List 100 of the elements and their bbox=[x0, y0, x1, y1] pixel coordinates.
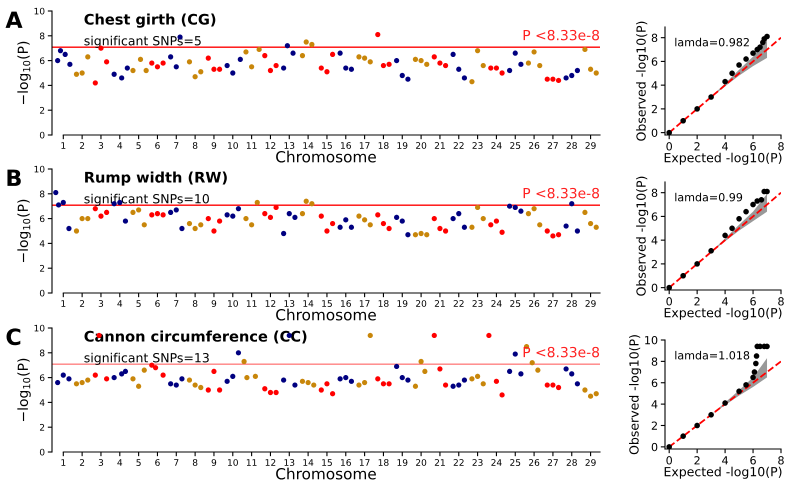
point bbox=[750, 50, 756, 56]
x-tick-label: 2 bbox=[694, 297, 700, 306]
x-tick-label: 6 bbox=[155, 142, 160, 149]
point bbox=[588, 66, 594, 72]
point bbox=[666, 130, 672, 135]
point bbox=[168, 210, 174, 215]
point bbox=[122, 218, 128, 224]
y-tick-label: 4 bbox=[40, 399, 45, 406]
point bbox=[708, 248, 714, 254]
y-axis-title: Observed -log10(P) bbox=[636, 176, 648, 296]
point bbox=[290, 50, 296, 56]
point bbox=[594, 70, 599, 76]
x-tick-label: 24 bbox=[491, 459, 502, 466]
point bbox=[60, 200, 66, 206]
point bbox=[142, 222, 147, 228]
point bbox=[168, 381, 174, 386]
x-tick-label: 18 bbox=[378, 300, 389, 307]
x-tick-label: 20 bbox=[416, 459, 426, 466]
x-tick-label: 11 bbox=[246, 142, 257, 149]
point bbox=[736, 216, 742, 222]
point bbox=[343, 217, 348, 222]
point bbox=[394, 214, 400, 220]
x-tick-label: 8 bbox=[778, 297, 784, 306]
point bbox=[338, 376, 343, 382]
point bbox=[574, 228, 580, 234]
point bbox=[442, 228, 448, 234]
point bbox=[424, 232, 430, 238]
point bbox=[198, 69, 204, 74]
point bbox=[356, 214, 362, 219]
x-tick-label: 27 bbox=[548, 300, 558, 307]
point bbox=[375, 376, 380, 382]
point bbox=[224, 378, 230, 384]
x-tick-label: 1 bbox=[61, 300, 66, 307]
point bbox=[494, 218, 500, 224]
x-axis-title: Expected -log10(P) bbox=[664, 152, 782, 165]
x-tick-label: 23 bbox=[472, 459, 483, 466]
point bbox=[488, 222, 494, 228]
point bbox=[405, 377, 411, 383]
y-tick-label: 2 bbox=[652, 104, 657, 114]
point bbox=[348, 224, 354, 230]
point bbox=[362, 380, 368, 386]
point bbox=[531, 206, 537, 212]
x-tick-label: 28 bbox=[566, 459, 577, 466]
point bbox=[292, 214, 298, 220]
point bbox=[544, 76, 550, 82]
x-tick-label: 13 bbox=[284, 142, 294, 149]
point bbox=[309, 201, 314, 206]
x-tick-label: 14 bbox=[303, 142, 314, 149]
point bbox=[62, 52, 68, 57]
point bbox=[512, 204, 518, 210]
point bbox=[469, 79, 475, 84]
point bbox=[582, 387, 588, 393]
x-tick-label: 22 bbox=[454, 459, 464, 466]
y-tick-label: 8 bbox=[40, 350, 44, 356]
point bbox=[179, 226, 185, 232]
point bbox=[74, 72, 80, 77]
point bbox=[405, 232, 411, 238]
point bbox=[368, 222, 373, 228]
point bbox=[564, 75, 569, 81]
point bbox=[362, 217, 368, 222]
point bbox=[192, 74, 198, 80]
x-tick-label: 25 bbox=[510, 300, 520, 307]
point bbox=[324, 228, 330, 234]
point bbox=[324, 381, 330, 386]
point bbox=[537, 62, 542, 68]
point bbox=[244, 375, 250, 380]
point bbox=[300, 378, 306, 384]
x-tick-label: 15 bbox=[322, 459, 332, 466]
point bbox=[680, 272, 686, 279]
point bbox=[122, 368, 128, 374]
point bbox=[309, 42, 314, 48]
y-axis-title: Observed -log10(P) bbox=[636, 22, 648, 141]
point bbox=[286, 211, 292, 216]
x-tick-label: 7 bbox=[174, 300, 178, 307]
point bbox=[412, 384, 418, 389]
point bbox=[281, 65, 286, 71]
point bbox=[236, 350, 242, 356]
point bbox=[56, 202, 62, 208]
point bbox=[160, 60, 166, 66]
x-tick-label: 27 bbox=[548, 459, 558, 466]
point bbox=[400, 72, 405, 78]
point bbox=[736, 388, 742, 394]
point bbox=[386, 381, 392, 386]
point bbox=[119, 75, 124, 81]
point bbox=[149, 362, 154, 368]
point bbox=[437, 226, 443, 232]
x-tick-label: 8 bbox=[192, 459, 198, 466]
point bbox=[368, 332, 373, 338]
x-tick-label: 8 bbox=[192, 142, 198, 149]
x-tick-label: 29 bbox=[586, 459, 596, 466]
x-tick-label: 12 bbox=[266, 300, 276, 307]
x-tick-label: 14 bbox=[303, 300, 314, 307]
point bbox=[300, 53, 306, 58]
point bbox=[564, 366, 569, 372]
point bbox=[386, 226, 392, 232]
point bbox=[469, 376, 475, 382]
x-tick-label: 19 bbox=[398, 142, 408, 149]
point bbox=[318, 214, 324, 219]
point bbox=[112, 375, 117, 380]
x-tick-label: 15 bbox=[322, 300, 332, 307]
